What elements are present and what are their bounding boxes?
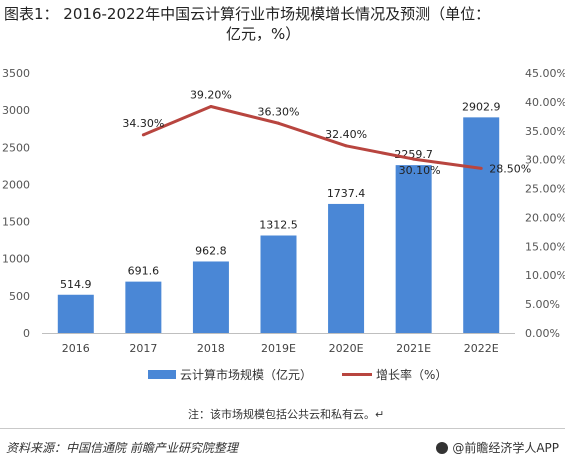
x-axis: 2016 2017 2018 2019E 2020E 2021E 2022E bbox=[42, 333, 515, 355]
bar-data-label: 514.9 bbox=[60, 278, 92, 291]
line-point bbox=[479, 166, 483, 170]
y-axis-right: 0.00% 5.00% 10.00% 15.00% 20.00% 25.00% 30.00%… bbox=[525, 67, 565, 340]
legend-bar-label: 云计算市场规模（亿元） bbox=[180, 368, 313, 382]
y-right-tick-label: 30.00% bbox=[525, 154, 565, 167]
y-left-tick-label: 1500 bbox=[2, 216, 30, 229]
bar-data-label: 691.6 bbox=[128, 265, 160, 278]
bar bbox=[192, 261, 229, 333]
growth-rate-line bbox=[142, 105, 482, 170]
bar-data-label: 962.8 bbox=[195, 244, 227, 257]
legend: 云计算市场规模（亿元） 增长率（%） bbox=[148, 366, 447, 383]
line-data-label: 30.10% bbox=[399, 164, 441, 177]
y-left-tick-label: 2000 bbox=[2, 178, 30, 191]
chart-title-line1: 图表1： 2016-2022年中国云计算行业市场规模增长情况及预测（单位： bbox=[4, 5, 491, 23]
line-data-label: 36.30% bbox=[258, 105, 300, 118]
bar bbox=[328, 203, 365, 333]
bar bbox=[125, 281, 162, 333]
y-right-tick-label: 45.00% bbox=[525, 67, 565, 80]
y-left-tick-label: 1000 bbox=[2, 253, 30, 266]
bar-data-label: 2902.9 bbox=[462, 100, 501, 113]
y-right-tick-label: 35.00% bbox=[525, 125, 565, 138]
brand: @前瞻经济学人APP bbox=[436, 439, 559, 456]
bar bbox=[463, 117, 500, 333]
source-text: 资料来源：中国信通院 前瞻产业研究院整理 bbox=[6, 441, 238, 455]
line-data-label: 32.40% bbox=[325, 128, 367, 141]
x-tick-label: 2022E bbox=[464, 342, 499, 355]
legend-line-label: 增长率（%） bbox=[376, 368, 448, 382]
line-series: 34.30% 39.20% 36.30% 32.40% 30.10% 28.50% bbox=[122, 89, 531, 178]
bar bbox=[57, 294, 94, 333]
brand-label: @前瞻经济学人APP bbox=[452, 441, 559, 455]
x-tick-label: 2019E bbox=[261, 342, 296, 355]
y-axis-left: 0 500 1000 1500 2000 2500 3000 3500 bbox=[2, 67, 30, 340]
y-left-tick-label: 500 bbox=[9, 290, 30, 303]
y-right-tick-label: 5.00% bbox=[525, 298, 560, 311]
bar bbox=[260, 235, 297, 333]
y-left-tick-label: 2500 bbox=[2, 141, 30, 154]
x-tick-label: 2021E bbox=[396, 342, 431, 355]
brand-logo-icon bbox=[436, 441, 449, 454]
line-data-label: 34.30% bbox=[122, 117, 164, 130]
y-left-tick-label: 3500 bbox=[2, 67, 30, 80]
legend-bar-swatch bbox=[148, 370, 176, 379]
bar-data-label: 1312.5 bbox=[259, 219, 298, 232]
y-left-tick-label: 0 bbox=[23, 327, 30, 340]
line-point bbox=[344, 144, 348, 148]
footer: 资料来源：中国信通院 前瞻产业研究院整理 @前瞻经济学人APP bbox=[0, 428, 565, 462]
line-point bbox=[412, 157, 416, 161]
y-left-tick-label: 3000 bbox=[2, 104, 30, 117]
line-point bbox=[277, 121, 280, 125]
chart-title: 图表1： 2016-2022年中国云计算行业市场规模增长情况及预测（单位： 亿元… bbox=[4, 4, 560, 44]
x-tick-label: 2018 bbox=[197, 342, 225, 355]
x-tick-label: 2020E bbox=[329, 342, 364, 355]
y-right-tick-label: 15.00% bbox=[525, 240, 565, 253]
line-point bbox=[141, 133, 145, 137]
y-right-tick-label: 20.00% bbox=[525, 211, 565, 224]
x-tick-label: 2016 bbox=[62, 342, 90, 355]
line-data-label: 39.20% bbox=[190, 89, 232, 102]
x-tick-label: 2017 bbox=[129, 342, 157, 355]
bar bbox=[395, 165, 432, 333]
bar-data-label: 1737.4 bbox=[327, 187, 366, 200]
y-right-tick-label: 25.00% bbox=[525, 183, 565, 196]
legend-line-swatch bbox=[342, 373, 373, 376]
y-right-tick-label: 10.00% bbox=[525, 269, 565, 282]
line-data-label: 28.50% bbox=[489, 162, 531, 175]
line-point bbox=[209, 105, 213, 109]
chart-title-line2: 亿元，%） bbox=[226, 25, 301, 43]
chart-note: 注：该市场规模包括公共云和私有云。↵ bbox=[188, 408, 385, 421]
y-right-tick-label: 40.00% bbox=[525, 96, 565, 109]
y-right-tick-label: 0.00% bbox=[525, 327, 560, 340]
